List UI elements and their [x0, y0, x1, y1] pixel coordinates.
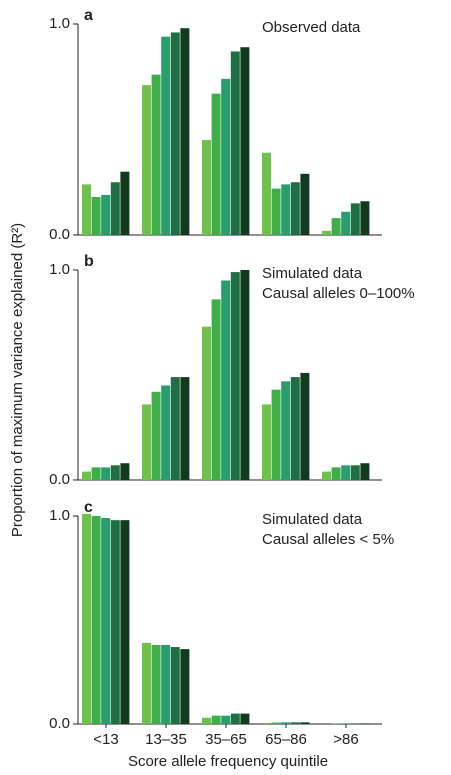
- bar: [262, 722, 271, 724]
- bar: [350, 203, 360, 235]
- y-tick-label: 1.0: [49, 261, 70, 278]
- y-tick-label: 0.0: [49, 226, 70, 243]
- bar: [271, 188, 281, 235]
- bar: [341, 723, 351, 724]
- bar: [271, 722, 281, 724]
- y-tick-label: 1.0: [49, 15, 70, 32]
- bar: [300, 372, 310, 480]
- bar: [221, 715, 231, 724]
- bar: [101, 194, 111, 235]
- bar: [221, 78, 231, 235]
- annotation: Simulated data: [262, 511, 363, 528]
- bar: [180, 649, 190, 724]
- bar: [211, 299, 221, 480]
- bar: [281, 722, 291, 724]
- bar: [142, 404, 151, 480]
- bar: [230, 272, 240, 480]
- bar: [211, 93, 221, 235]
- panel-label: c: [84, 499, 93, 516]
- bar: [120, 463, 130, 480]
- annotation: Causal alleles < 5%: [262, 531, 394, 548]
- bar: [360, 723, 370, 724]
- x-tick-label: 13–35: [145, 731, 187, 748]
- bar: [262, 152, 271, 235]
- bar: [161, 36, 171, 235]
- y-tick-label: 0.0: [49, 715, 70, 732]
- bar: [142, 642, 151, 724]
- bar: [91, 467, 101, 480]
- bar: [82, 184, 91, 235]
- bar: [82, 513, 91, 724]
- bar: [101, 518, 111, 724]
- bar: [170, 377, 180, 480]
- x-tick-label: 65–86: [265, 731, 307, 748]
- bar: [290, 377, 300, 480]
- bar: [271, 389, 281, 480]
- bar: [120, 520, 130, 724]
- bar: [170, 647, 180, 724]
- bar: [290, 722, 300, 724]
- bar: [290, 182, 300, 235]
- y-tick-label: 0.0: [49, 471, 70, 488]
- panel-label: b: [84, 253, 94, 270]
- bar: [331, 467, 341, 480]
- bar: [101, 467, 111, 480]
- bar: [151, 391, 161, 480]
- bar: [221, 280, 231, 480]
- bar: [211, 715, 221, 724]
- bar: [202, 717, 211, 724]
- bar: [360, 463, 370, 480]
- annotation: Simulated data: [262, 265, 363, 282]
- bar: [151, 74, 161, 235]
- bar: [161, 644, 171, 724]
- bar: [110, 465, 120, 480]
- bar: [322, 230, 331, 235]
- x-tick-label: >86: [333, 731, 358, 748]
- bar: [240, 713, 250, 724]
- annotation: Observed data: [262, 19, 361, 36]
- bar: [110, 520, 120, 724]
- bar: [300, 722, 310, 724]
- bar: [360, 201, 370, 235]
- bar: [341, 465, 351, 480]
- bar: [180, 28, 190, 235]
- bar: [322, 471, 331, 480]
- bar: [91, 516, 101, 724]
- x-axis-label: Score allele frequency quintile: [128, 753, 328, 770]
- bar: [240, 47, 250, 236]
- bar: [300, 173, 310, 235]
- bar: [230, 713, 240, 724]
- bar: [91, 197, 101, 235]
- bar: [82, 471, 91, 480]
- bar: [202, 326, 211, 480]
- annotation: Causal alleles 0–100%: [262, 285, 415, 302]
- bar: [281, 381, 291, 480]
- bar: [180, 377, 190, 480]
- bar: [170, 32, 180, 235]
- bar: [281, 184, 291, 235]
- bar: [341, 211, 351, 235]
- y-axis-label: Proportion of maximum variance explained…: [9, 223, 26, 537]
- bar: [230, 51, 240, 236]
- panel-label: a: [84, 7, 93, 24]
- bar: [202, 140, 211, 235]
- bar: [350, 723, 360, 724]
- bar: [350, 465, 360, 480]
- x-tick-label: 35–65: [205, 731, 247, 748]
- bar: [240, 270, 250, 480]
- bar: [120, 171, 130, 235]
- bar: [262, 404, 271, 480]
- bar: [331, 218, 341, 235]
- bar: [110, 182, 120, 235]
- bar: [161, 385, 171, 480]
- x-tick-label: <13: [93, 731, 118, 748]
- bar: [151, 644, 161, 724]
- bar: [142, 85, 151, 235]
- y-tick-label: 1.0: [49, 507, 70, 524]
